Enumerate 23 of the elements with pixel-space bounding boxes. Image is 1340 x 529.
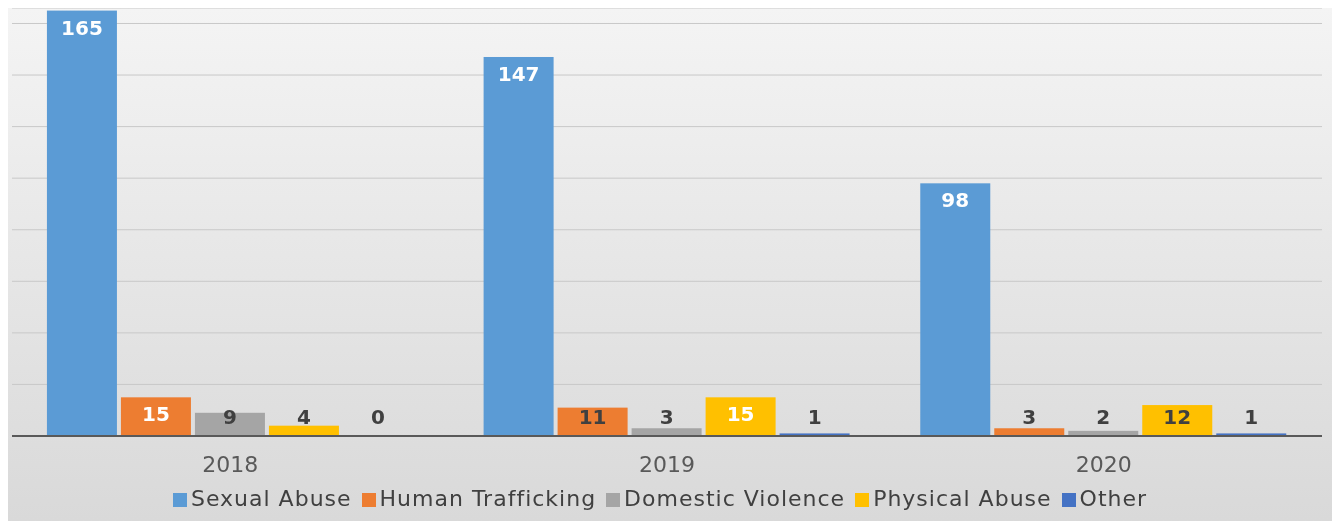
data-label: 2: [1096, 405, 1111, 429]
data-label: 9: [222, 405, 237, 429]
data-label: 11: [578, 405, 607, 429]
legend-label: Sexual Abuse: [190, 486, 352, 511]
data-label: 147: [497, 61, 540, 86]
legend-label: Other: [1079, 486, 1148, 511]
legend-label: Domestic Violence: [624, 486, 846, 511]
legend-label: Physical Abuse: [873, 486, 1052, 511]
legend-label: Human Trafficking: [379, 486, 597, 511]
x-tick-label: 2019: [639, 451, 695, 477]
data-label: 3: [1022, 405, 1037, 429]
x-tick-label: 2020: [1075, 451, 1132, 477]
data-label: 15: [726, 402, 755, 427]
data-label: 3: [659, 405, 674, 429]
data-label: 0: [370, 405, 385, 429]
data-label: 1: [1244, 405, 1259, 429]
data-label: 15: [142, 402, 170, 427]
data-label: 165: [61, 15, 103, 40]
data-label: 12: [1163, 405, 1192, 429]
x-tick-label: 2018: [202, 451, 259, 477]
data-label: 1: [807, 405, 822, 429]
data-label: 4: [296, 405, 311, 429]
data-label: 98: [941, 188, 970, 213]
